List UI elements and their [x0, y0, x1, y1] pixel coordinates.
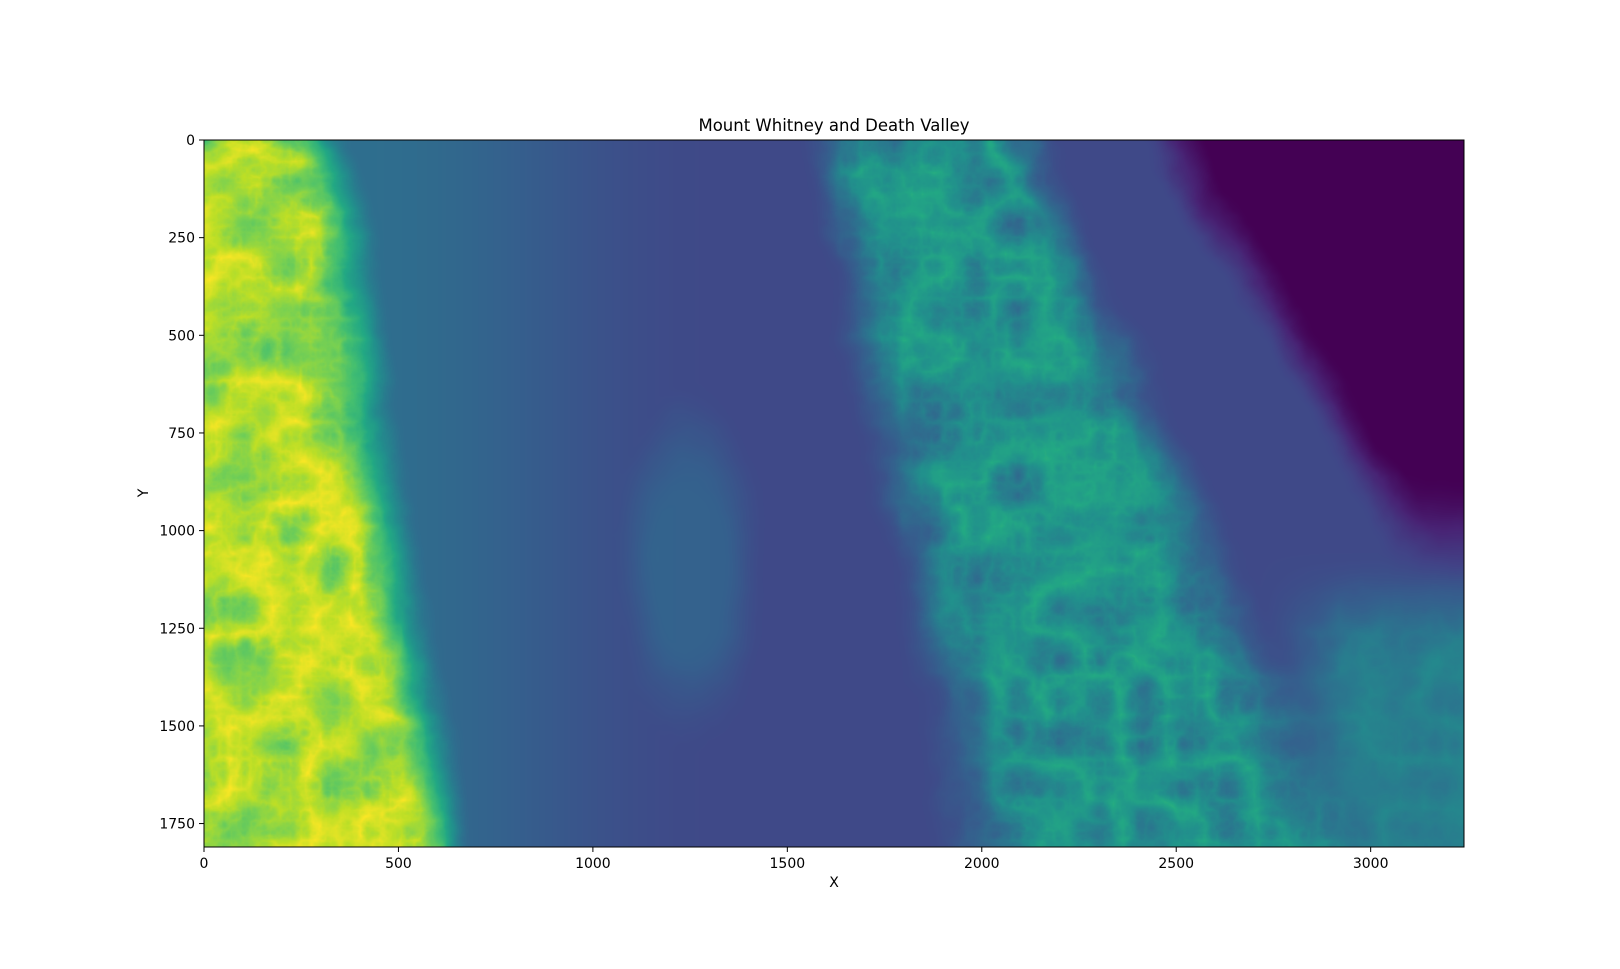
- x-axis: 0 500 1000 1500 2000 2500 3000: [200, 847, 1389, 872]
- y-tick-label: 1250: [159, 621, 195, 637]
- x-tick-label: 2000: [964, 856, 1000, 872]
- y-tick-label: 250: [168, 231, 195, 247]
- x-tick-label: 500: [385, 856, 412, 872]
- y-tick-label: 0: [186, 133, 195, 149]
- y-tick-label: 1750: [159, 817, 195, 833]
- plot-area: [203, 139, 1465, 848]
- y-tick-label: 1500: [159, 719, 195, 735]
- y-tick-label: 750: [168, 426, 195, 442]
- y-tick-label: 1000: [159, 524, 195, 540]
- x-tick-label: 1000: [575, 856, 611, 872]
- y-axis-title: Y: [136, 488, 152, 498]
- x-axis-title: X: [829, 875, 839, 891]
- y-axis: 0 250 500 750 1000 1250 1500 1750: [159, 133, 204, 833]
- x-tick-label: 2500: [1158, 856, 1194, 872]
- x-tick-label: 3000: [1353, 856, 1389, 872]
- heatmap-image: [204, 140, 1464, 847]
- chart-title: Mount Whitney and Death Valley: [698, 116, 969, 135]
- axes-frame: [203, 139, 1465, 848]
- x-tick-label: 0: [200, 856, 209, 872]
- x-tick-label: 1500: [770, 856, 806, 872]
- y-tick-label: 500: [168, 328, 195, 344]
